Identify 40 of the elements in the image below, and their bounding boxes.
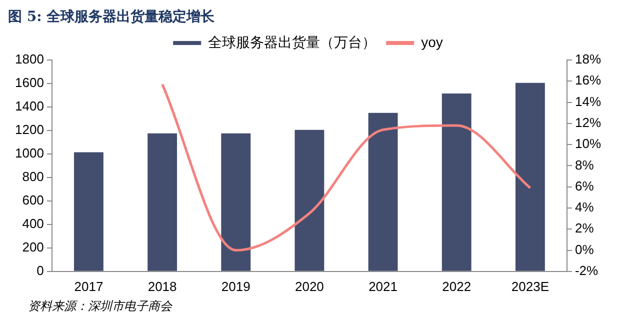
y-tick-label: 800: [22, 169, 44, 184]
y2-tick-label: 10%: [574, 136, 602, 152]
y-tick-label: 600: [22, 192, 44, 208]
x-tick-label: 2021: [368, 278, 398, 294]
line-series: [161, 83, 532, 252]
y-tick-label: 400: [22, 216, 44, 231]
y2-tick-label: 12%: [574, 115, 602, 130]
bar: [74, 152, 104, 271]
bar: [221, 133, 251, 271]
y2-tick-label: 2%: [574, 220, 594, 236]
y-tick-label: 0: [36, 262, 44, 278]
y-tick-label: 1200: [15, 122, 44, 138]
y2-tick-label: 8%: [574, 157, 594, 172]
bar: [442, 93, 472, 271]
y-tick-label: 1000: [15, 146, 44, 161]
y2-tick-label: 4%: [574, 200, 594, 215]
chart-title: 图 5: 全球服务器出货量稳定增长: [8, 8, 216, 26]
x-tick-label: 2019: [221, 278, 250, 294]
bar: [368, 112, 398, 271]
x-tick-label: 2017: [74, 278, 104, 294]
y2-tick-label: 16%: [574, 72, 602, 88]
bar: [294, 130, 324, 271]
x-tick-label: 2023E: [511, 278, 550, 294]
legend-label: yoy: [421, 34, 443, 50]
bar: [515, 82, 545, 271]
y2-tick-label: 6%: [574, 178, 594, 194]
y2-tick-label: 18%: [574, 52, 602, 67]
y-tick-label: 1400: [15, 98, 44, 114]
x-tick-label: 2018: [148, 278, 177, 294]
y-tick-label: 200: [22, 239, 44, 254]
x-tick-label: 2022: [442, 278, 472, 294]
text: 资料来源：深圳市电子商会: [28, 298, 174, 315]
x-tick-label: 2020: [294, 278, 324, 294]
bar: [148, 133, 178, 271]
y-tick-label: 1600: [15, 75, 44, 90]
y2-tick-label: 0%: [574, 242, 594, 257]
y2-tick-label: -2%: [574, 262, 599, 278]
y-tick-label: 1800: [15, 52, 44, 67]
legend-label: 全球服务器出货量（万台）: [208, 34, 376, 50]
y2-tick-label: 14%: [574, 94, 602, 109]
